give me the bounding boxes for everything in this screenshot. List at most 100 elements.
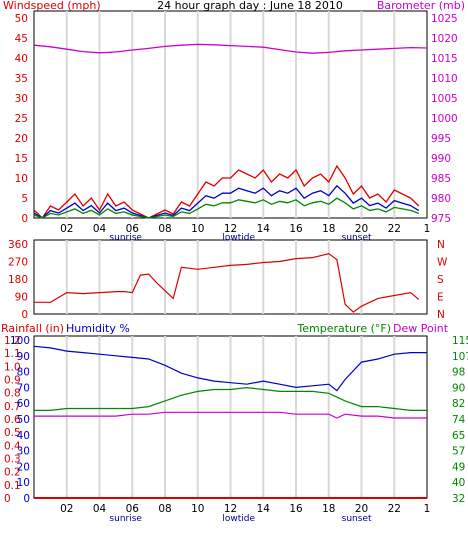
p2-left-tick-90: 90 [15, 292, 28, 304]
p3-humidity-tick-20: 20 [17, 461, 30, 473]
p3-temp-tick-57: 57 [452, 446, 465, 458]
p3-humidity-tick-80: 80 [17, 367, 30, 379]
tick-labels: 0510152025303540455097598098599099510001… [4, 13, 468, 524]
humidity-line [33, 345, 427, 392]
p3-x-tick-18: 18 [322, 503, 335, 515]
humidity-axis-label: Humidity % [66, 322, 130, 335]
p3-lowtide-label: lowtide [222, 514, 255, 524]
p1-right-tick-975: 975 [431, 213, 451, 225]
p1-left-tick-45: 45 [15, 33, 28, 45]
p1-right-tick-995: 995 [431, 133, 451, 145]
p2-left-tick-0: 0 [21, 309, 28, 321]
p3-humidity-tick-30: 30 [17, 446, 30, 458]
p1-right-tick-990: 990 [431, 153, 451, 165]
p3-x-tick-22: 22 [388, 503, 401, 515]
p1-x-tick-08: 08 [158, 223, 171, 235]
p3-rain-tick-1.1: 1.1 [4, 348, 21, 360]
p1-x-tick-20: 20 [355, 223, 368, 235]
windspeed-line [33, 164, 420, 220]
p3-temp-tick-74: 74 [452, 414, 466, 426]
p3-rain-tick-0: 0 [4, 493, 11, 505]
p1-x-tick-14: 14 [257, 223, 271, 235]
rainfall-axis-label: Rainfall (in) [1, 322, 64, 335]
dewpoint-line [34, 411, 427, 419]
p3-humidity-tick-40: 40 [17, 430, 30, 442]
p3-x-tick-12: 12 [224, 503, 237, 515]
barometer-line [33, 43, 428, 54]
p3-x-tick-14: 14 [257, 503, 271, 515]
p3-temp-tick-107: 107 [452, 351, 468, 363]
p3-x-tick-16: 16 [289, 503, 303, 515]
p3-rain-tick-0.9: 0.9 [4, 375, 21, 387]
p1-right-tick-980: 980 [431, 193, 451, 205]
p3-rain-tick-0.8: 0.8 [4, 388, 21, 400]
p2-right-tick-3: W [437, 257, 448, 269]
p3-rain-tick-1.2: 1.2 [4, 335, 21, 347]
p1-sunset-label: sunset [342, 233, 372, 243]
p3-x-tick-04: 04 [93, 503, 107, 515]
p2-right-tick-0: N [437, 309, 445, 321]
p3-rain-tick-0.1: 0.1 [4, 480, 21, 492]
series-layer [33, 43, 428, 499]
p1-left-tick-25: 25 [15, 113, 28, 125]
p3-sunset-label: sunset [342, 514, 372, 524]
p1-left-tick-0: 0 [21, 213, 28, 225]
temperature-line [34, 386, 427, 411]
p1-x-tick-18: 18 [322, 223, 335, 235]
p3-temp-tick-90: 90 [452, 382, 465, 394]
p3-temp-tick-40: 40 [452, 477, 465, 489]
p3-x-tick-10: 10 [191, 503, 204, 515]
p3-x-tick-06: 06 [126, 503, 140, 515]
panel1-right-axis-label: Barometer (mb) [377, 0, 465, 12]
p1-left-tick-15: 15 [15, 153, 28, 165]
p2-left-tick-360: 360 [8, 239, 28, 251]
p2-right-tick-4: N [437, 239, 445, 251]
p1-left-tick-5: 5 [21, 193, 28, 205]
windspeed-low-line [33, 197, 420, 219]
p1-right-tick-1005: 1005 [431, 93, 458, 105]
p3-x-end-label: 1 [424, 503, 431, 515]
p3-temp-tick-65: 65 [452, 430, 465, 442]
p3-rain-tick-0.3: 0.3 [4, 454, 21, 466]
p1-right-tick-1000: 1000 [431, 113, 458, 125]
p3-humidity-tick-10: 10 [17, 477, 30, 489]
dewpoint-axis-label: Dew Point [393, 322, 449, 335]
p3-humidity-tick-0: 0 [23, 493, 30, 505]
p1-x-tick-06: 06 [126, 223, 140, 235]
chart-title: 24 hour graph day : June 18 2010 [157, 0, 343, 12]
p2-right-tick-2: S [437, 274, 444, 286]
p1-right-tick-1015: 1015 [431, 53, 458, 65]
p3-rain-tick-0.5: 0.5 [4, 427, 21, 439]
panel1-left-axis-label: Windspeed (mph) [3, 0, 101, 12]
p3-humidity-tick-100: 100 [10, 335, 30, 347]
p1-left-tick-10: 10 [15, 173, 28, 185]
p3-humidity-tick-70: 70 [17, 382, 30, 394]
p1-left-tick-30: 30 [15, 93, 28, 105]
p3-temp-tick-49: 49 [452, 461, 465, 473]
p1-x-end-label: 1 [424, 223, 431, 235]
p1-right-tick-1020: 1020 [431, 33, 458, 45]
p2-left-tick-180: 180 [8, 274, 28, 286]
p3-rain-tick-0.6: 0.6 [4, 414, 21, 426]
p1-right-tick-1010: 1010 [431, 73, 458, 85]
p3-rain-tick-0.2: 0.2 [4, 467, 21, 479]
p3-rain-tick-1.0: 1.0 [4, 361, 21, 373]
p1-left-tick-20: 20 [15, 133, 28, 145]
p2-left-tick-270: 270 [8, 257, 28, 269]
p2-right-tick-1: E [437, 292, 444, 304]
p1-x-tick-04: 04 [93, 223, 107, 235]
p1-x-tick-22: 22 [388, 223, 401, 235]
grid-lines [65, 11, 396, 498]
p3-x-tick-02: 02 [60, 503, 73, 515]
p3-humidity-tick-50: 50 [17, 414, 30, 426]
p3-rain-tick-0.7: 0.7 [4, 401, 21, 413]
p1-right-tick-985: 985 [431, 173, 451, 185]
p1-x-tick-16: 16 [289, 223, 303, 235]
p1-x-tick-10: 10 [191, 223, 204, 235]
p3-rain-tick-0.4: 0.4 [4, 440, 21, 452]
p3-x-tick-20: 20 [355, 503, 368, 515]
p1-left-tick-35: 35 [15, 73, 28, 85]
p1-x-tick-02: 02 [60, 223, 73, 235]
temperature-axis-label: Temperature (°F) [296, 322, 391, 335]
